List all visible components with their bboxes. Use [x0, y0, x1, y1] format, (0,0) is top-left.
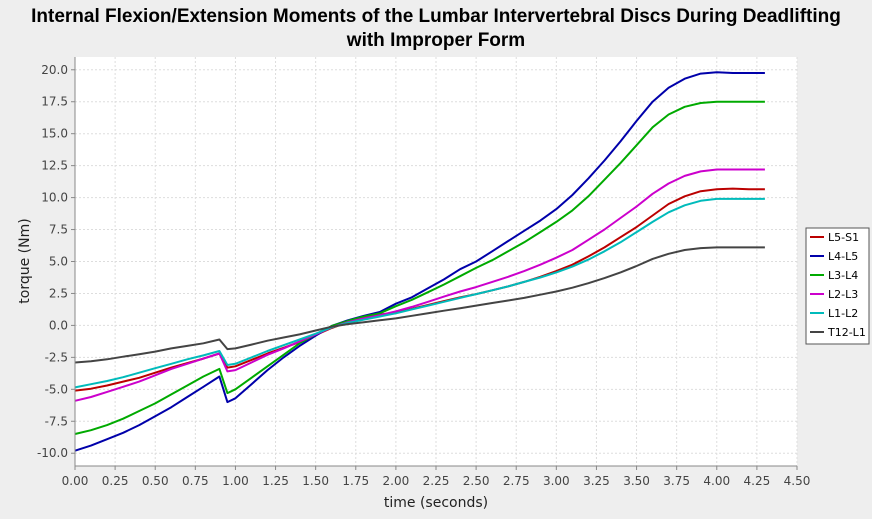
- y-tick-label: 17.5: [41, 95, 68, 109]
- y-tick-label: -5.0: [45, 382, 68, 396]
- x-tick-label: 4.50: [784, 474, 811, 488]
- y-tick-label: -7.5: [45, 414, 68, 428]
- y-tick-label: 0.0: [49, 318, 68, 332]
- x-tick-label: 3.00: [543, 474, 570, 488]
- x-tick-label: 0.25: [102, 474, 129, 488]
- x-tick-label: 0.00: [62, 474, 89, 488]
- y-axis-label: torque (Nm): [17, 218, 33, 303]
- legend-box: [805, 227, 870, 345]
- x-tick-label: 1.75: [342, 474, 369, 488]
- legend-label-l1-l2: L1-L2: [828, 307, 858, 320]
- x-tick-label: 4.25: [744, 474, 771, 488]
- chart-title-line1: Internal Flexion/Extension Moments of th…: [31, 6, 841, 27]
- x-tick-label: 2.25: [423, 474, 450, 488]
- x-axis-ticks: 0.00 0.25 0.50 0.75 1.00 1.25 1.50 1.75 2.00 2.25…: [62, 466, 811, 488]
- y-tick-label: 7.5: [49, 223, 68, 237]
- x-tick-label: 0.50: [142, 474, 169, 488]
- series-line-t12-l1: [74, 246, 765, 364]
- legend-label-t12-l1: T12-L1: [827, 326, 866, 339]
- series-line-l1-l2: [74, 197, 765, 389]
- y-axis-ticks: -10.0 -7.5 -5.0 -2.5 0.0 2.5 5.0 7.5 10.0 12.5 15.…: [37, 63, 75, 460]
- legend: L5-S1 L4-L5 L3-L4 L2-L3 L1-L2 T12-L1: [805, 227, 870, 345]
- y-tick-label: 10.0: [41, 191, 68, 205]
- x-tick-label: 3.75: [663, 474, 690, 488]
- x-tick-label: 1.25: [262, 474, 289, 488]
- series-line-l4-l5: [74, 71, 765, 452]
- x-tick-label: 2.50: [463, 474, 490, 488]
- x-tick-label: 0.75: [182, 474, 209, 488]
- y-tick-label: 2.5: [49, 286, 68, 300]
- legend-label-l2-l3: L2-L3: [828, 288, 858, 301]
- x-axis-label: time (seconds): [384, 495, 488, 511]
- x-tick-label: 1.00: [222, 474, 249, 488]
- legend-label-l5-s1: L5-S1: [828, 231, 859, 244]
- x-tick-label: 3.25: [583, 474, 610, 488]
- y-tick-label: -10.0: [37, 446, 68, 460]
- y-tick-label: 15.0: [41, 127, 68, 141]
- x-tick-label: 4.00: [703, 474, 730, 488]
- y-tick-label: -2.5: [45, 350, 68, 364]
- y-tick-label: 12.5: [41, 159, 68, 173]
- x-tick-label: 2.75: [503, 474, 530, 488]
- y-tick-label: 20.0: [41, 63, 68, 77]
- x-tick-label: 3.50: [623, 474, 650, 488]
- chart-title-line2: with Improper Form: [346, 30, 525, 51]
- legend-label-l3-l4: L3-L4: [828, 269, 858, 282]
- series-line-l2-l3: [74, 168, 765, 402]
- x-tick-label: 2.00: [383, 474, 410, 488]
- y-tick-label: 5.0: [49, 255, 68, 269]
- x-tick-label: 1.50: [302, 474, 329, 488]
- series-layer: [74, 71, 765, 452]
- legend-label-l4-l5: L4-L5: [828, 250, 858, 263]
- series-line-l3-l4: [74, 100, 765, 435]
